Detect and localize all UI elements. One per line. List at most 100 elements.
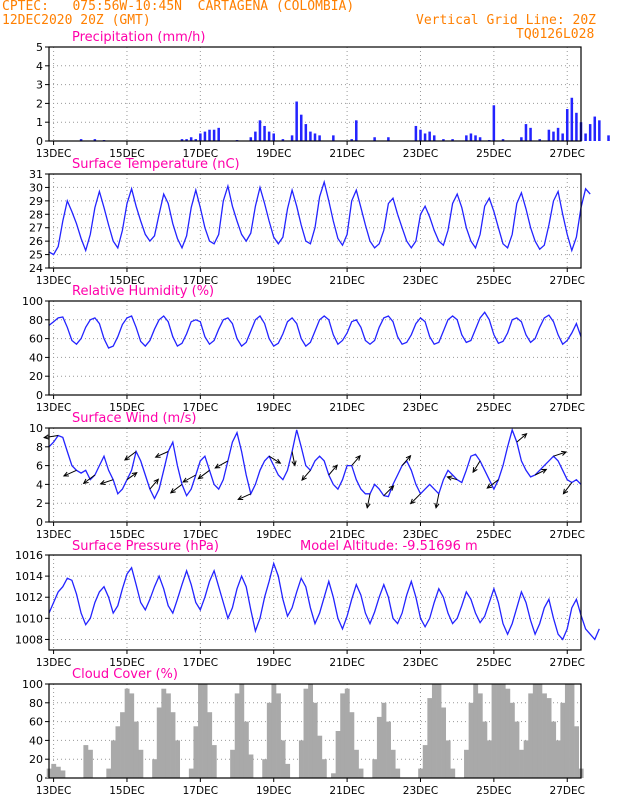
wind-arrow-head: [434, 502, 440, 509]
wind-ytick-label: 4: [36, 478, 43, 491]
cloud-bar: [55, 766, 61, 778]
wind-arrow-shaft: [301, 469, 311, 481]
cloud-bar: [450, 768, 456, 778]
temp-xtick-label: 17DEC: [183, 275, 218, 287]
wind-arrow-shaft: [198, 469, 210, 480]
cloud-bar: [138, 749, 144, 778]
precip-bar: [373, 137, 376, 141]
precip-bar: [469, 133, 473, 141]
cloud-bar: [156, 707, 162, 778]
cloud-bar: [110, 740, 116, 778]
wind-arrow-head: [541, 468, 548, 474]
temp-xtick-label: 15DEC: [109, 275, 144, 287]
pres-subtitle: Model Altitude: -9.51696 m: [300, 539, 478, 554]
cloud-bar: [468, 702, 474, 778]
cloud-bar: [280, 740, 286, 778]
run-datetime: 12DEC2020 20Z (GMT): [2, 13, 151, 28]
pres-series-line: [48, 561, 600, 641]
pres-xtick-label: 13DEC: [36, 657, 71, 669]
cloud-bar: [60, 770, 66, 778]
rh-xtick-label: 15DEC: [109, 402, 144, 414]
wind-arrow-shaft: [553, 451, 567, 457]
wind-arrow-shaft: [410, 493, 421, 504]
pres-title: Surface Pressure (hPa): [72, 539, 219, 554]
wind-arrow-head: [214, 463, 221, 469]
temp-xtick-label: 27DEC: [550, 275, 585, 287]
rh-xtick-label: 21DEC: [329, 402, 364, 414]
cloud-bar: [175, 740, 181, 778]
precip-bar: [313, 133, 317, 141]
wind-xtick-label: 25DEC: [476, 529, 511, 541]
cloud-xtick-label: 23DEC: [403, 785, 438, 797]
temp-ytick-label: 27: [29, 222, 43, 235]
cloud-xtick-label: 19DEC: [256, 785, 291, 797]
wind-arrow-head: [561, 450, 568, 456]
cloud-bar: [376, 716, 382, 778]
cloud-bar: [477, 693, 483, 778]
precip-ytick-label: 1: [36, 116, 43, 129]
cloud-bar: [514, 721, 520, 778]
precip-bar: [189, 137, 193, 141]
temp-ytick-label: 26: [29, 235, 43, 248]
pres-xtick-label: 23DEC: [403, 657, 438, 669]
cloud-bar: [211, 745, 217, 778]
cloud-bar: [198, 684, 203, 778]
precip-bar: [588, 124, 592, 141]
wind-arrow-shaft: [83, 474, 96, 484]
precip-xtick-label: 27DEC: [550, 148, 585, 160]
cloud-bar: [161, 688, 167, 778]
wind-xtick-label: 17DEC: [183, 529, 218, 541]
temp-xtick-label: 13DEC: [36, 275, 71, 287]
wind-ytick-label: 8: [36, 441, 43, 454]
wind-arrow-shaft: [516, 433, 527, 443]
wind-arrow-head: [472, 467, 478, 474]
wind-xtick-label: 19DEC: [256, 529, 291, 541]
wind-series-line: [48, 427, 582, 500]
precip-ytick-label: 3: [36, 79, 43, 92]
wind-arrow-shaft: [486, 479, 499, 489]
cloud-bar: [473, 684, 479, 778]
precip-bar: [332, 135, 335, 141]
cloud-bar: [129, 693, 135, 778]
rh-xtick-label: 23DEC: [403, 402, 438, 414]
pres-xtick-label: 27DEC: [550, 657, 585, 669]
wind-arrow-shaft: [563, 482, 573, 495]
temp-ytick-label: 31: [29, 168, 43, 181]
precip-bar: [474, 135, 477, 141]
wind-arrow-shaft: [124, 451, 137, 461]
pres-ytick-label: 1014: [15, 570, 43, 583]
wind-xtick-label: 21DEC: [329, 529, 364, 541]
temp-xtick-label: 23DEC: [403, 275, 438, 287]
cloud-bar: [482, 721, 488, 778]
wind-title: Surface Wind (m/s): [72, 411, 196, 426]
cloud-bar: [445, 740, 451, 778]
product-code: TQ0126L028: [516, 27, 595, 42]
precip-bar: [584, 133, 587, 141]
cloud-ytick-label: 40: [29, 734, 43, 747]
precip-bar: [442, 139, 445, 141]
cloud-bar: [262, 759, 268, 778]
station-header: CPTEC: 075:56W-10:45N CARTAGENA (COLOMBI…: [2, 0, 355, 14]
precip-bar: [598, 120, 601, 141]
precip-xtick-label: 25DEC: [476, 148, 511, 160]
wind-arrow-shaft: [237, 493, 251, 500]
wind-arrow-shaft: [126, 472, 138, 481]
cloud-bar: [509, 702, 515, 778]
precip-bar: [208, 129, 211, 141]
precip-bar: [217, 127, 220, 141]
precip-bar: [423, 133, 427, 141]
rh-xtick-label: 13DEC: [36, 402, 71, 414]
cloud-bar: [317, 735, 323, 778]
precip-bar: [355, 120, 358, 141]
cloud-bar: [422, 745, 428, 778]
rh-series-line: [48, 311, 582, 349]
wind-arrow-head: [43, 434, 50, 440]
precip-bar: [203, 131, 207, 141]
cloud-bar: [519, 749, 524, 778]
precip-bar: [432, 135, 436, 141]
wind-arrow-shaft: [447, 476, 458, 481]
precip-bar: [570, 97, 574, 141]
precip-bar: [304, 124, 308, 141]
cloud-bar: [188, 768, 194, 778]
cloud-xtick-label: 17DEC: [183, 785, 218, 797]
